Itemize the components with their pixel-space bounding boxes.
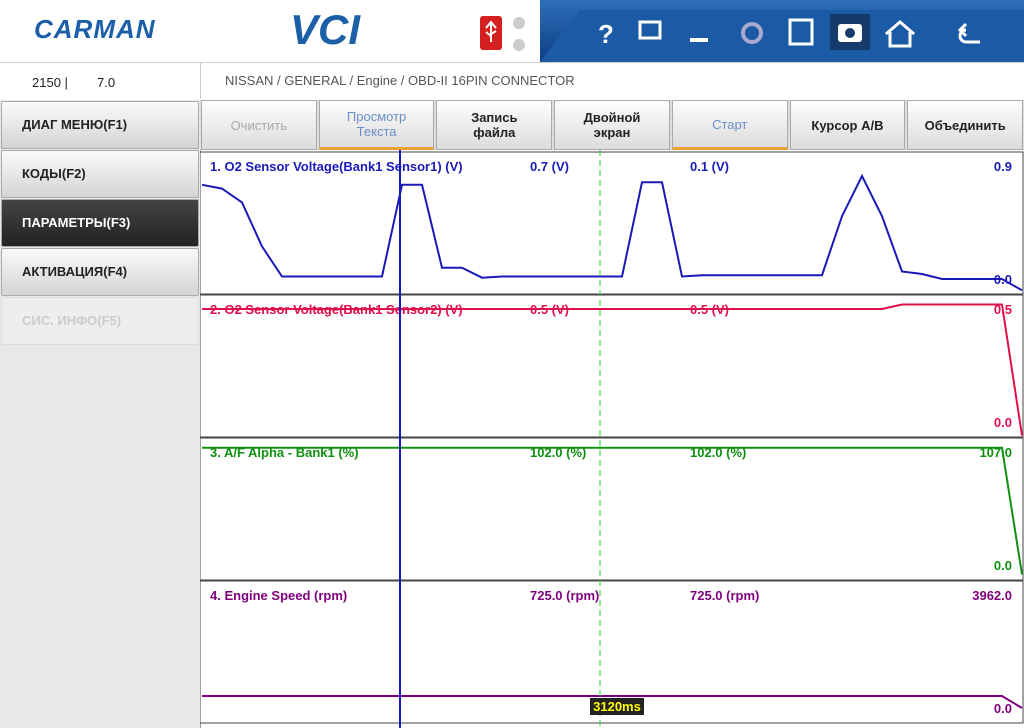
button[interactable]: Старт <box>671 100 788 150</box>
cursor-a-value: 0.5 (V) <box>530 302 569 317</box>
back-icon[interactable] <box>957 22 980 44</box>
button[interactable]: Запись файла <box>436 100 553 150</box>
graph-area: 1. O2 Sensor Voltage(Bank1 Sensor1) (V) 0… <box>200 150 1024 728</box>
cursor-b-value: 0.1 (V) <box>690 159 729 174</box>
time-label: 3120ms <box>593 699 641 714</box>
cursor-a-value: 102.0 (%) <box>530 445 586 460</box>
button[interactable]: Просмотр Текста <box>318 100 435 150</box>
toolbar-icons: ? <box>540 10 1024 62</box>
status: 2150 | 7.0 <box>0 63 201 99</box>
min-label: 0.0 <box>994 558 1012 573</box>
parameter-name: 2. O2 Sensor Voltage(Bank1 Sensor2) (V) <box>210 302 463 317</box>
status-left: 2150 | <box>32 75 68 90</box>
time-label-bg <box>590 698 644 715</box>
usb-indicator <box>480 16 525 51</box>
max-label: 0.5 <box>994 302 1012 317</box>
menu-item[interactable]: ПАРАМЕТРЫ(F3) <box>1 199 199 247</box>
cursor-a-value: 725.0 (rpm) <box>530 588 599 603</box>
trace <box>202 446 1023 575</box>
menu-item: СИС. ИНФО(F5) <box>1 297 199 345</box>
button: Очистить <box>201 100 317 150</box>
min-label: 0.0 <box>994 701 1012 716</box>
panel <box>200 437 1024 581</box>
button[interactable]: Объединить <box>907 100 1024 150</box>
cursor-a-value: 0.7 (V) <box>530 159 569 174</box>
toolbar: ? <box>540 0 1024 62</box>
minimize-icon[interactable] <box>690 38 708 42</box>
min-label: 0.0 <box>994 415 1012 430</box>
breadcrumb: NISSAN / GENERAL / Engine / OBD-II 16PIN… <box>225 73 575 88</box>
side-menu: ДИАГ МЕНЮ(F1) КОДЫ(F2) ПАРАМЕТРЫ(F3) АКТИВА… <box>0 100 201 728</box>
min-label: 0.0 <box>994 272 1012 287</box>
button[interactable]: Двойной экран <box>554 100 670 150</box>
cursor-b-value: 102.0 (%) <box>690 445 746 460</box>
settings-icon[interactable] <box>741 22 763 44</box>
menu-item[interactable]: КОДЫ(F2) <box>1 150 199 198</box>
save-icon[interactable] <box>788 18 814 46</box>
trace <box>201 173 1023 292</box>
parameter-name: 4. Engine Speed (rpm) <box>210 588 347 603</box>
trace <box>202 695 1023 709</box>
window-icon[interactable] <box>638 20 662 40</box>
svg-text:?: ? <box>598 19 614 49</box>
menu-item[interactable]: ДИАГ МЕНЮ(F1) <box>1 101 199 149</box>
cursor-b-value: 0.5 (V) <box>690 302 729 317</box>
logo: CARMAN <box>34 14 156 44</box>
panel <box>200 151 1024 295</box>
trace <box>202 303 1023 436</box>
menu-item[interactable]: АКТИВАЦИЯ(F4) <box>1 248 199 296</box>
max-label: 107.0 <box>979 445 1012 460</box>
status-right: 7.0 <box>97 75 116 90</box>
button[interactable]: Курсор A/B <box>789 100 906 150</box>
home-icon[interactable] <box>885 20 915 48</box>
max-label: 3962.0 <box>972 588 1012 603</box>
cursor-b-value: 725.0 (rpm) <box>690 588 759 603</box>
panel <box>200 294 1024 438</box>
parameter-name: 3. A/F Alpha - Bank1 (%) <box>210 445 359 460</box>
product-name: VCI <box>290 6 361 53</box>
parameter-name: 1. O2 Sensor Voltage(Bank1 Sensor1) (V) <box>210 159 463 174</box>
button-bar: Очистить Просмотр Текста Запись файла Двойн… <box>200 100 1024 150</box>
max-label: 0.9 <box>994 159 1012 174</box>
